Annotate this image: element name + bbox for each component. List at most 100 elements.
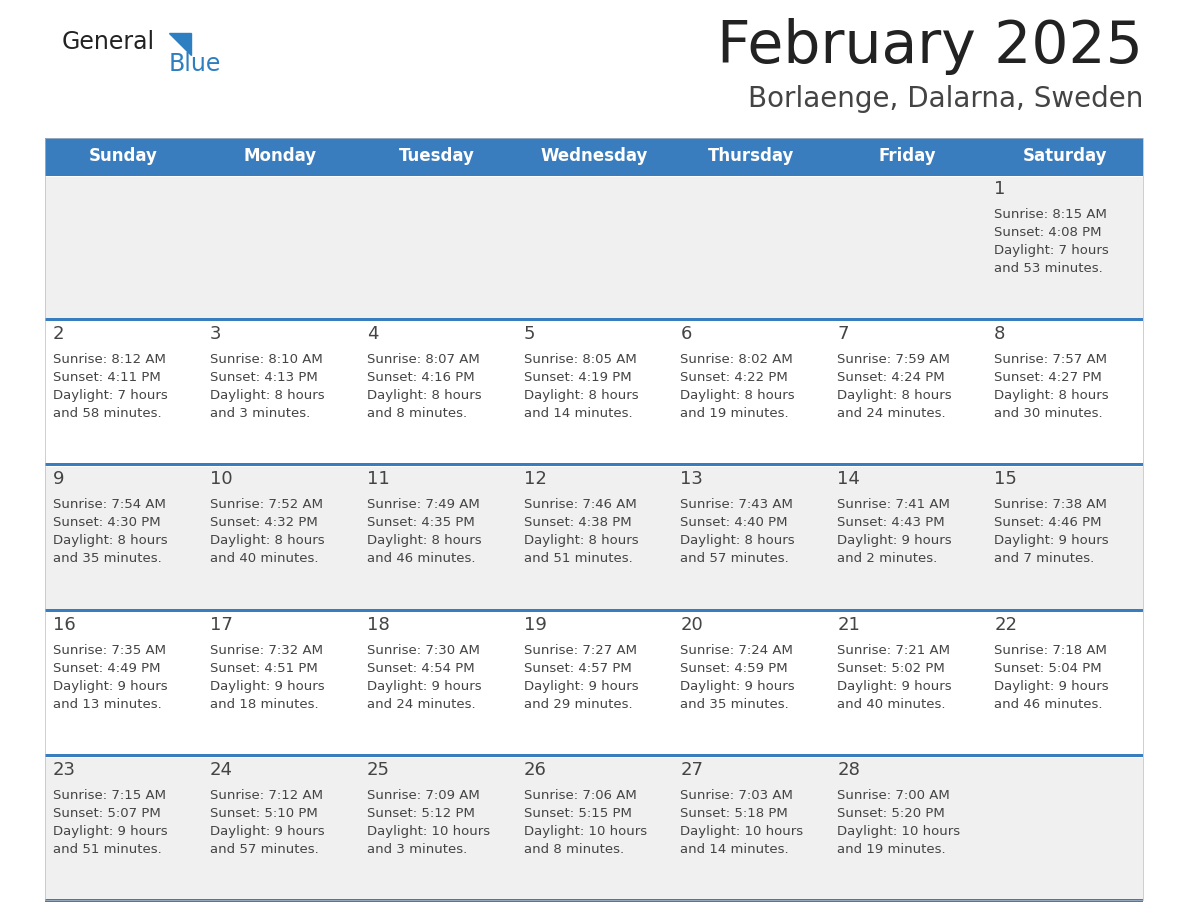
Text: Sunrise: 7:49 AM: Sunrise: 7:49 AM (367, 498, 480, 511)
Text: Daylight: 9 hours: Daylight: 9 hours (53, 679, 168, 692)
Text: 22: 22 (994, 616, 1017, 633)
Text: Sunset: 4:43 PM: Sunset: 4:43 PM (838, 517, 944, 530)
Text: Sunrise: 8:12 AM: Sunrise: 8:12 AM (53, 353, 166, 366)
Text: Sunrise: 7:52 AM: Sunrise: 7:52 AM (210, 498, 323, 511)
Bar (45, 319, 1143, 321)
Text: 1: 1 (994, 180, 1005, 198)
Text: and 57 minutes.: and 57 minutes. (681, 553, 789, 565)
Bar (45, 757, 1143, 900)
Text: Daylight: 9 hours: Daylight: 9 hours (838, 534, 952, 547)
Text: Borlaenge, Dalarna, Sweden: Borlaenge, Dalarna, Sweden (747, 85, 1143, 113)
Text: and 18 minutes.: and 18 minutes. (210, 698, 318, 711)
Text: Daylight: 8 hours: Daylight: 8 hours (367, 534, 481, 547)
Text: Sunrise: 7:21 AM: Sunrise: 7:21 AM (838, 644, 950, 656)
Text: 18: 18 (367, 616, 390, 633)
Text: Sunset: 4:38 PM: Sunset: 4:38 PM (524, 517, 631, 530)
Text: Sunrise: 8:10 AM: Sunrise: 8:10 AM (210, 353, 323, 366)
Text: Sunset: 5:04 PM: Sunset: 5:04 PM (994, 662, 1101, 675)
Text: and 3 minutes.: and 3 minutes. (367, 843, 467, 856)
Text: and 14 minutes.: and 14 minutes. (524, 408, 632, 420)
Text: Daylight: 8 hours: Daylight: 8 hours (524, 389, 638, 402)
Text: Sunset: 4:46 PM: Sunset: 4:46 PM (994, 517, 1101, 530)
Text: Sunset: 4:27 PM: Sunset: 4:27 PM (994, 371, 1102, 385)
Text: and 40 minutes.: and 40 minutes. (838, 698, 946, 711)
Text: Daylight: 9 hours: Daylight: 9 hours (994, 534, 1108, 547)
Text: and 7 minutes.: and 7 minutes. (994, 553, 1094, 565)
Text: and 58 minutes.: and 58 minutes. (53, 408, 162, 420)
Bar (45, 612, 1143, 755)
Text: Daylight: 9 hours: Daylight: 9 hours (524, 679, 638, 692)
Text: Sunset: 4:19 PM: Sunset: 4:19 PM (524, 371, 631, 385)
Text: Sunset: 5:20 PM: Sunset: 5:20 PM (838, 807, 944, 820)
Text: Sunrise: 7:18 AM: Sunrise: 7:18 AM (994, 644, 1107, 656)
Text: Daylight: 8 hours: Daylight: 8 hours (524, 534, 638, 547)
Text: and 51 minutes.: and 51 minutes. (53, 843, 162, 856)
Text: Daylight: 8 hours: Daylight: 8 hours (367, 389, 481, 402)
Text: and 29 minutes.: and 29 minutes. (524, 698, 632, 711)
Text: and 35 minutes.: and 35 minutes. (681, 698, 789, 711)
Text: Sunset: 4:51 PM: Sunset: 4:51 PM (210, 662, 317, 675)
Text: Daylight: 9 hours: Daylight: 9 hours (681, 679, 795, 692)
Bar (45, 322, 1143, 465)
Text: Daylight: 10 hours: Daylight: 10 hours (524, 824, 646, 838)
Text: Sunrise: 7:27 AM: Sunrise: 7:27 AM (524, 644, 637, 656)
Text: Daylight: 10 hours: Daylight: 10 hours (367, 824, 489, 838)
Text: and 19 minutes.: and 19 minutes. (681, 408, 789, 420)
Text: Sunday: Sunday (89, 147, 158, 165)
Text: Sunset: 4:59 PM: Sunset: 4:59 PM (681, 662, 788, 675)
Text: and 24 minutes.: and 24 minutes. (367, 698, 475, 711)
Text: 28: 28 (838, 761, 860, 778)
Text: and 2 minutes.: and 2 minutes. (838, 553, 937, 565)
Text: Sunrise: 7:57 AM: Sunrise: 7:57 AM (994, 353, 1107, 366)
Text: and 51 minutes.: and 51 minutes. (524, 553, 632, 565)
Text: Sunrise: 8:05 AM: Sunrise: 8:05 AM (524, 353, 637, 366)
Text: Sunset: 4:13 PM: Sunset: 4:13 PM (210, 371, 317, 385)
Text: 25: 25 (367, 761, 390, 778)
Text: and 19 minutes.: and 19 minutes. (838, 843, 946, 856)
Text: Daylight: 9 hours: Daylight: 9 hours (838, 679, 952, 692)
Text: 3: 3 (210, 325, 221, 343)
Text: Sunrise: 7:32 AM: Sunrise: 7:32 AM (210, 644, 323, 656)
Polygon shape (169, 33, 191, 55)
Text: 11: 11 (367, 470, 390, 488)
Text: 9: 9 (53, 470, 64, 488)
Text: 4: 4 (367, 325, 378, 343)
Text: Sunrise: 8:15 AM: Sunrise: 8:15 AM (994, 208, 1107, 221)
Text: 19: 19 (524, 616, 546, 633)
Text: Tuesday: Tuesday (399, 147, 475, 165)
Text: 20: 20 (681, 616, 703, 633)
Text: and 13 minutes.: and 13 minutes. (53, 698, 162, 711)
Bar (45, 177, 1143, 319)
Text: Daylight: 10 hours: Daylight: 10 hours (838, 824, 960, 838)
Text: 10: 10 (210, 470, 233, 488)
Text: 2: 2 (53, 325, 64, 343)
Bar (45, 899, 1143, 902)
Text: Sunset: 4:49 PM: Sunset: 4:49 PM (53, 662, 160, 675)
Text: 23: 23 (53, 761, 76, 778)
Text: Daylight: 8 hours: Daylight: 8 hours (210, 534, 324, 547)
Text: 8: 8 (994, 325, 1005, 343)
Text: Sunset: 4:32 PM: Sunset: 4:32 PM (210, 517, 317, 530)
Text: Sunset: 5:18 PM: Sunset: 5:18 PM (681, 807, 788, 820)
Text: and 8 minutes.: and 8 minutes. (367, 408, 467, 420)
Bar (45, 138, 1143, 900)
Text: 17: 17 (210, 616, 233, 633)
Text: Sunset: 4:24 PM: Sunset: 4:24 PM (838, 371, 944, 385)
Text: Sunset: 5:10 PM: Sunset: 5:10 PM (210, 807, 317, 820)
Text: 6: 6 (681, 325, 691, 343)
Text: Sunrise: 7:38 AM: Sunrise: 7:38 AM (994, 498, 1107, 511)
Text: 15: 15 (994, 470, 1017, 488)
Text: Sunrise: 7:46 AM: Sunrise: 7:46 AM (524, 498, 637, 511)
Text: Blue: Blue (169, 52, 221, 76)
Text: Friday: Friday (879, 147, 936, 165)
Text: Sunrise: 7:06 AM: Sunrise: 7:06 AM (524, 789, 637, 801)
Text: 12: 12 (524, 470, 546, 488)
Text: February 2025: February 2025 (718, 18, 1143, 75)
Text: and 35 minutes.: and 35 minutes. (53, 553, 162, 565)
Text: and 24 minutes.: and 24 minutes. (838, 408, 946, 420)
Text: and 46 minutes.: and 46 minutes. (367, 553, 475, 565)
Text: Daylight: 7 hours: Daylight: 7 hours (994, 244, 1108, 257)
Bar (45, 464, 1143, 466)
Text: Sunrise: 8:07 AM: Sunrise: 8:07 AM (367, 353, 480, 366)
Text: Sunrise: 7:03 AM: Sunrise: 7:03 AM (681, 789, 794, 801)
